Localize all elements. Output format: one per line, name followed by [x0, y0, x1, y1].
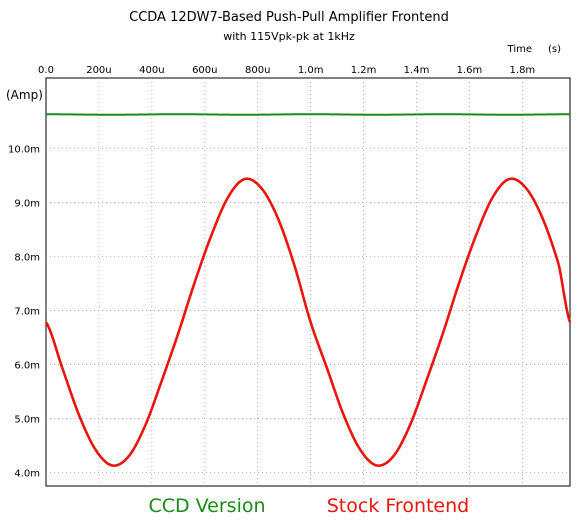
y-tick-label: 10.0m: [8, 144, 40, 155]
x-tick-label: 800u: [245, 65, 270, 76]
series-line-ccd-version: [46, 113, 571, 116]
y-tick-label: 4.0m: [14, 468, 40, 479]
x-tick-label: 1.2m: [351, 65, 377, 76]
x-tick-label: 200u: [86, 65, 111, 76]
y-tick-label: 9.0m: [14, 198, 40, 209]
legend-entry-ccd-version: CCD Version: [148, 495, 265, 517]
x-tick-label: 1.6m: [457, 65, 483, 76]
y-tick-label: 7.0m: [14, 306, 40, 317]
series-lines: [44, 113, 572, 467]
legend: CCD Version Stock Frontend: [148, 495, 469, 517]
x-tick-label: 600u: [192, 65, 217, 76]
chart-subtitle: with 115Vpk-pk at 1kHz: [223, 30, 355, 43]
chart-title: CCDA 12DW7-Based Push-Pull Amplifier Fro…: [129, 10, 449, 25]
gridlines: [46, 78, 570, 486]
x-axis-unit-label: Time: [507, 44, 532, 55]
x-tick-label: 1.4m: [404, 65, 430, 76]
y-tick-label: 6.0m: [14, 360, 40, 371]
y-tick-label: 5.0m: [14, 414, 40, 425]
y-axis-label: (Amp): [6, 88, 43, 102]
x-tick-label: 400u: [139, 65, 164, 76]
x-tick-label: 0.0: [38, 65, 54, 76]
x-axis-unit-suffix: (s): [548, 44, 561, 55]
x-tick-label: 1.8m: [510, 65, 536, 76]
plot-area: [45, 77, 571, 487]
y-axis-ticks: 4.0m 5.0m 6.0m 7.0m 8.0m 9.0m 10.0m: [8, 144, 40, 479]
y-tick-label: 8.0m: [14, 252, 40, 263]
series-line-stock-frontend: [44, 177, 572, 467]
x-axis-ticks: 0.0 200u 400u 600u 800u 1.0m 1.2m 1.4m 1.6m 1.8m: [38, 65, 535, 76]
legend-entry-stock-frontend: Stock Frontend: [327, 495, 469, 517]
x-tick-label: 1.0m: [298, 65, 324, 76]
